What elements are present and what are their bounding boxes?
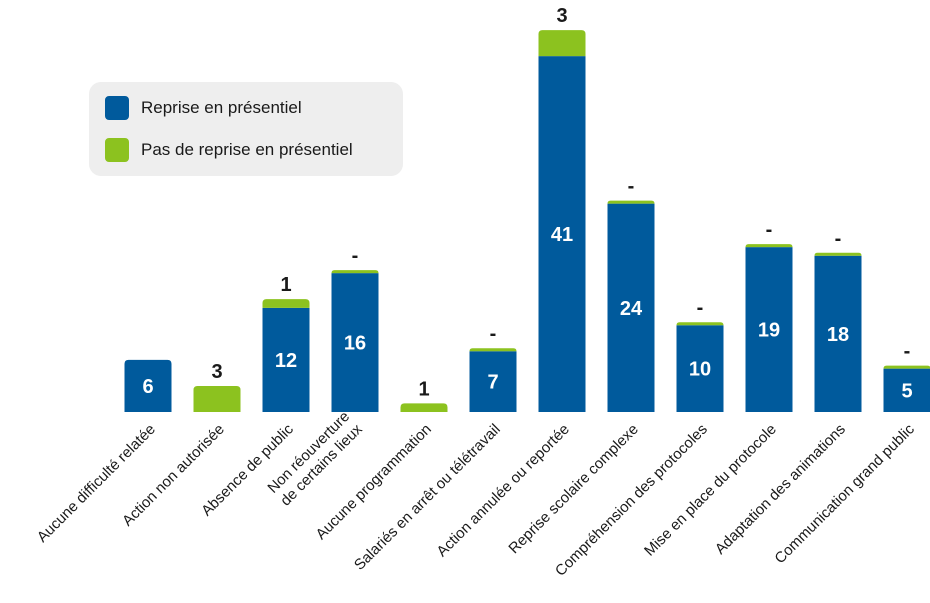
legend-item-reprise: Reprise en présentiel bbox=[105, 96, 302, 120]
data-label-pas-de-reprise: - bbox=[904, 341, 911, 363]
category-label-line: Adaptation des animations bbox=[712, 421, 849, 558]
bar-reprise bbox=[883, 368, 930, 412]
category-label: Communication grand public bbox=[771, 420, 918, 567]
chart-legend: Reprise en présentiel Pas de reprise en … bbox=[89, 82, 403, 176]
data-label-reprise: 41 bbox=[551, 224, 573, 246]
category-label-line: Salariés en arrêt ou télétravail bbox=[351, 421, 504, 574]
bar-pas-de-reprise bbox=[745, 244, 793, 248]
bar-pas-de-reprise bbox=[814, 252, 862, 256]
category-label-line: Aucune difficulté relatée bbox=[34, 421, 159, 546]
bar-reprise bbox=[331, 273, 379, 412]
data-label-reprise: 5 bbox=[901, 380, 912, 402]
legend-label-pas-de-reprise: Pas de reprise en présentiel bbox=[141, 140, 353, 159]
data-label-reprise: 7 bbox=[487, 372, 498, 394]
bar-pas-de-reprise bbox=[400, 403, 448, 412]
data-label-pas-de-reprise: - bbox=[352, 245, 359, 267]
data-label-reprise: 24 bbox=[620, 298, 643, 320]
data-label-reprise: 10 bbox=[689, 359, 711, 381]
bar-reprise bbox=[607, 203, 655, 412]
bar-pas-de-reprise bbox=[676, 322, 724, 326]
data-label-pas-de-reprise: 3 bbox=[211, 361, 222, 383]
data-label-reprise: 18 bbox=[827, 324, 849, 346]
data-label-pas-de-reprise: - bbox=[835, 228, 842, 250]
data-label-pas-de-reprise: 3 bbox=[556, 5, 567, 27]
bar-reprise bbox=[469, 351, 517, 412]
bar-pas-de-reprise bbox=[469, 348, 517, 352]
bar-reprise bbox=[262, 307, 310, 412]
category-label-line: Mise en place du protocole bbox=[641, 421, 780, 560]
bar-reprise bbox=[124, 359, 172, 412]
category-label-line: Reprise scolaire complexe bbox=[505, 421, 641, 557]
data-label-pas-de-reprise: - bbox=[628, 176, 635, 198]
category-label-line: Communication grand public bbox=[771, 420, 918, 567]
category-label: Mise en place du protocole bbox=[641, 421, 780, 560]
category-label: Salariés en arrêt ou télétravail bbox=[351, 421, 504, 574]
data-label-pas-de-reprise: - bbox=[766, 219, 773, 241]
category-label: Reprise scolaire complexe bbox=[505, 421, 641, 557]
category-label: Aucune difficulté relatée bbox=[34, 421, 159, 546]
bar-pas-de-reprise bbox=[538, 30, 586, 57]
bar-pas-de-reprise bbox=[262, 299, 310, 308]
category-label: Action annulée ou reportée bbox=[433, 421, 572, 560]
data-label-reprise: 12 bbox=[275, 350, 297, 372]
bar-pas-de-reprise bbox=[331, 270, 379, 274]
bar-reprise bbox=[676, 325, 724, 412]
bar-pas-de-reprise bbox=[607, 200, 655, 204]
bar-reprise bbox=[538, 56, 586, 413]
bar-pas-de-reprise bbox=[193, 385, 241, 412]
category-label: Adaptation des animations bbox=[712, 421, 849, 558]
category-label-line: Action annulée ou reportée bbox=[433, 421, 572, 560]
legend-swatch-pas-de-reprise bbox=[105, 138, 129, 162]
bar-pas-de-reprise bbox=[883, 365, 930, 369]
bar-reprise bbox=[745, 247, 793, 412]
data-label-reprise: 16 bbox=[344, 333, 366, 355]
data-label-pas-de-reprise: 1 bbox=[280, 274, 291, 296]
data-label-reprise: 19 bbox=[758, 320, 780, 342]
data-label-pas-de-reprise: - bbox=[490, 323, 497, 345]
data-label-pas-de-reprise: 1 bbox=[418, 378, 429, 400]
data-label-reprise: 6 bbox=[142, 376, 153, 398]
data-label-pas-de-reprise: - bbox=[697, 297, 704, 319]
legend-label-reprise: Reprise en présentiel bbox=[141, 98, 302, 117]
legend-swatch-reprise bbox=[105, 96, 129, 120]
legend-item-pas-de-reprise: Pas de reprise en présentiel bbox=[105, 138, 353, 162]
bar-reprise bbox=[814, 255, 862, 412]
